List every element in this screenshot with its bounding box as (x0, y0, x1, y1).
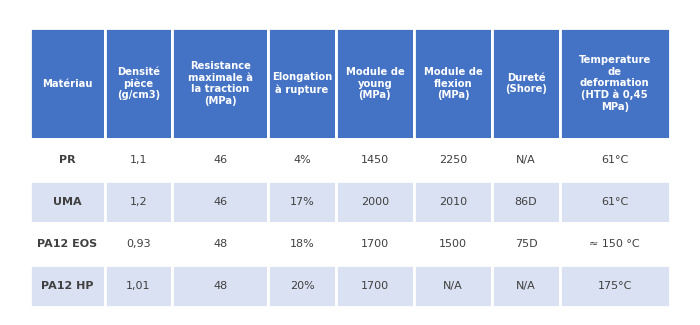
Bar (105, 181, 172, 223)
Bar (336, 139, 414, 181)
Bar (492, 223, 560, 265)
Text: PA12 EOS: PA12 EOS (37, 239, 97, 249)
Text: 48: 48 (213, 281, 228, 291)
Bar (30, 265, 105, 307)
Bar (30, 28, 105, 139)
Bar (30, 223, 105, 265)
Text: PA12 HP: PA12 HP (41, 281, 94, 291)
Text: Densité
pièce
(g/cm3): Densité pièce (g/cm3) (117, 67, 160, 100)
Bar (492, 265, 560, 307)
Bar (105, 223, 172, 265)
Bar (172, 223, 268, 265)
Bar (30, 139, 105, 181)
Text: Module de
flexion
(MPa): Module de flexion (MPa) (424, 67, 482, 100)
Text: 86D: 86D (514, 197, 538, 207)
Text: UMA: UMA (53, 197, 82, 207)
Bar (414, 28, 492, 139)
Text: N/A: N/A (516, 155, 536, 165)
Text: 2250: 2250 (439, 155, 467, 165)
Bar (268, 28, 336, 139)
Bar (105, 28, 172, 139)
Text: 46: 46 (214, 155, 228, 165)
Text: 2010: 2010 (439, 197, 467, 207)
Bar (172, 139, 268, 181)
Bar (30, 181, 105, 223)
Text: Temperature
de
deformation
(HTD à 0,45
MPa): Temperature de deformation (HTD à 0,45 M… (579, 55, 651, 112)
Bar (268, 223, 336, 265)
Text: N/A: N/A (443, 281, 463, 291)
Text: 1,01: 1,01 (126, 281, 150, 291)
Bar (414, 223, 492, 265)
Text: 17%: 17% (290, 197, 314, 207)
Text: 1,1: 1,1 (130, 155, 147, 165)
Text: 1500: 1500 (439, 239, 467, 249)
Text: 75D: 75D (514, 239, 538, 249)
Bar (560, 265, 670, 307)
Text: 0,93: 0,93 (126, 239, 150, 249)
Bar (492, 139, 560, 181)
Bar (336, 223, 414, 265)
Text: 48: 48 (213, 239, 228, 249)
Bar (414, 181, 492, 223)
Text: 20%: 20% (290, 281, 314, 291)
Bar (268, 265, 336, 307)
Text: Module de
young
(MPa): Module de young (MPa) (346, 67, 405, 100)
Bar (336, 181, 414, 223)
Text: N/A: N/A (516, 281, 536, 291)
Text: 61°C: 61°C (601, 155, 629, 165)
Text: 4%: 4% (293, 155, 311, 165)
Bar (172, 265, 268, 307)
Text: Elongation
à rupture: Elongation à rupture (272, 72, 332, 95)
Text: 46: 46 (214, 197, 228, 207)
Bar (172, 28, 268, 139)
Bar (172, 181, 268, 223)
Bar (560, 223, 670, 265)
Text: 61°C: 61°C (601, 197, 629, 207)
Text: 2000: 2000 (360, 197, 389, 207)
Text: Resistance
maximale à
la traction
(MPa): Resistance maximale à la traction (MPa) (188, 61, 253, 106)
Text: Matériau: Matériau (42, 79, 92, 88)
Bar (105, 265, 172, 307)
Bar (105, 139, 172, 181)
Bar (268, 181, 336, 223)
Text: Dureté
(Shore): Dureté (Shore) (505, 73, 547, 94)
Text: ≈ 150 °C: ≈ 150 °C (589, 239, 640, 249)
Text: 1450: 1450 (360, 155, 389, 165)
Bar (560, 28, 670, 139)
Text: 1700: 1700 (360, 281, 389, 291)
Bar (492, 28, 560, 139)
Text: 18%: 18% (290, 239, 314, 249)
Bar (336, 28, 414, 139)
Bar (492, 181, 560, 223)
Text: 1,2: 1,2 (130, 197, 147, 207)
Bar (560, 139, 670, 181)
Bar (336, 265, 414, 307)
Bar (560, 181, 670, 223)
Text: 1700: 1700 (360, 239, 389, 249)
Bar (414, 139, 492, 181)
Text: PR: PR (59, 155, 76, 165)
Text: 175°C: 175°C (598, 281, 632, 291)
Bar (414, 265, 492, 307)
Bar (268, 139, 336, 181)
